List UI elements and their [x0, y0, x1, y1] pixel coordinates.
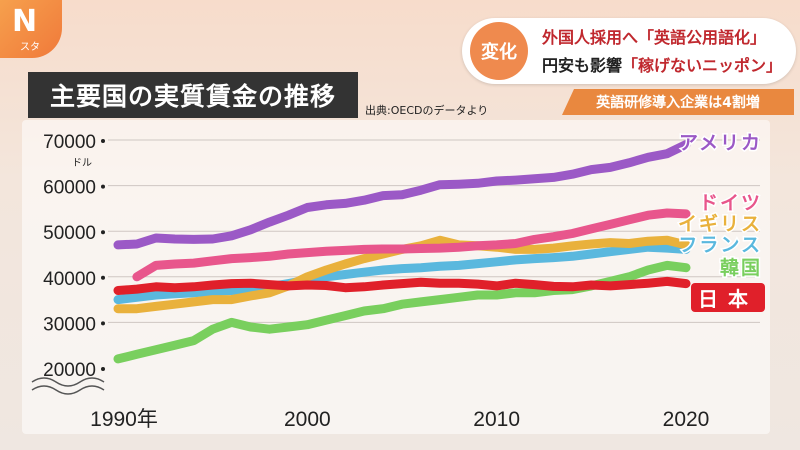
series-line-アメリカ — [113, 140, 691, 250]
logo-sub: スタ — [20, 42, 40, 53]
y-tick-label: 70000 — [43, 132, 96, 153]
logo-mark: N — [12, 4, 38, 39]
y-tick-dot — [101, 367, 105, 371]
topic-badge: 変化 — [470, 22, 528, 80]
y-tick-label: 20000 — [43, 360, 96, 381]
y-tick-label: 30000 — [43, 314, 96, 335]
series-label: 韓国 — [720, 256, 762, 279]
series-line-日本 — [113, 276, 691, 295]
sub-headline: 英語研修導入企業は4割増 — [562, 89, 794, 115]
topic-line2-prefix: 円安も影響 — [542, 56, 623, 75]
series-label: イギリス — [678, 213, 762, 235]
series-line-フランス — [113, 242, 691, 305]
y-unit-label: ドル — [72, 158, 92, 169]
y-tick-label: 40000 — [43, 269, 96, 290]
news-logo: N スタ — [0, 0, 62, 58]
topic-line2: 円安も影響「稼げないニッポン」 — [542, 52, 782, 76]
y-tick-label: 60000 — [43, 178, 96, 199]
topic-line1: 外国人採用へ「英語公用語化」 — [542, 28, 767, 47]
x-tick-label: 2010 — [473, 408, 520, 431]
y-tick-dot — [101, 230, 105, 235]
axis-break — [31, 377, 105, 387]
chart-title: 主要国の実質賃金の推移 — [28, 72, 358, 118]
source-note: 出典:OECDのデータより — [365, 104, 489, 117]
y-tick-dot — [101, 275, 105, 280]
series-label: ドイツ — [699, 192, 762, 214]
y-tick-dot — [101, 139, 105, 143]
x-tick-label: 2020 — [663, 408, 710, 431]
series-line-ドイツ — [132, 208, 691, 282]
topic-banner: 変化 外国人採用へ「英語公用語化」 円安も影響「稼げないニッポン」 — [462, 18, 796, 84]
y-tick-dot — [101, 184, 105, 189]
series-label: アメリカ — [679, 132, 762, 154]
axis-break — [31, 385, 105, 395]
series-label: フランス — [678, 234, 762, 256]
y-tick-dot — [101, 321, 105, 326]
y-tick-label: 50000 — [43, 223, 96, 244]
topic-line2-highlight: 「稼げないニッポン」 — [622, 56, 783, 75]
x-tick-label: 2000 — [284, 408, 331, 431]
japan-label-box — [691, 283, 765, 312]
x-tick-label: 1990年 — [90, 408, 158, 431]
series-label: 日本 — [698, 287, 758, 311]
